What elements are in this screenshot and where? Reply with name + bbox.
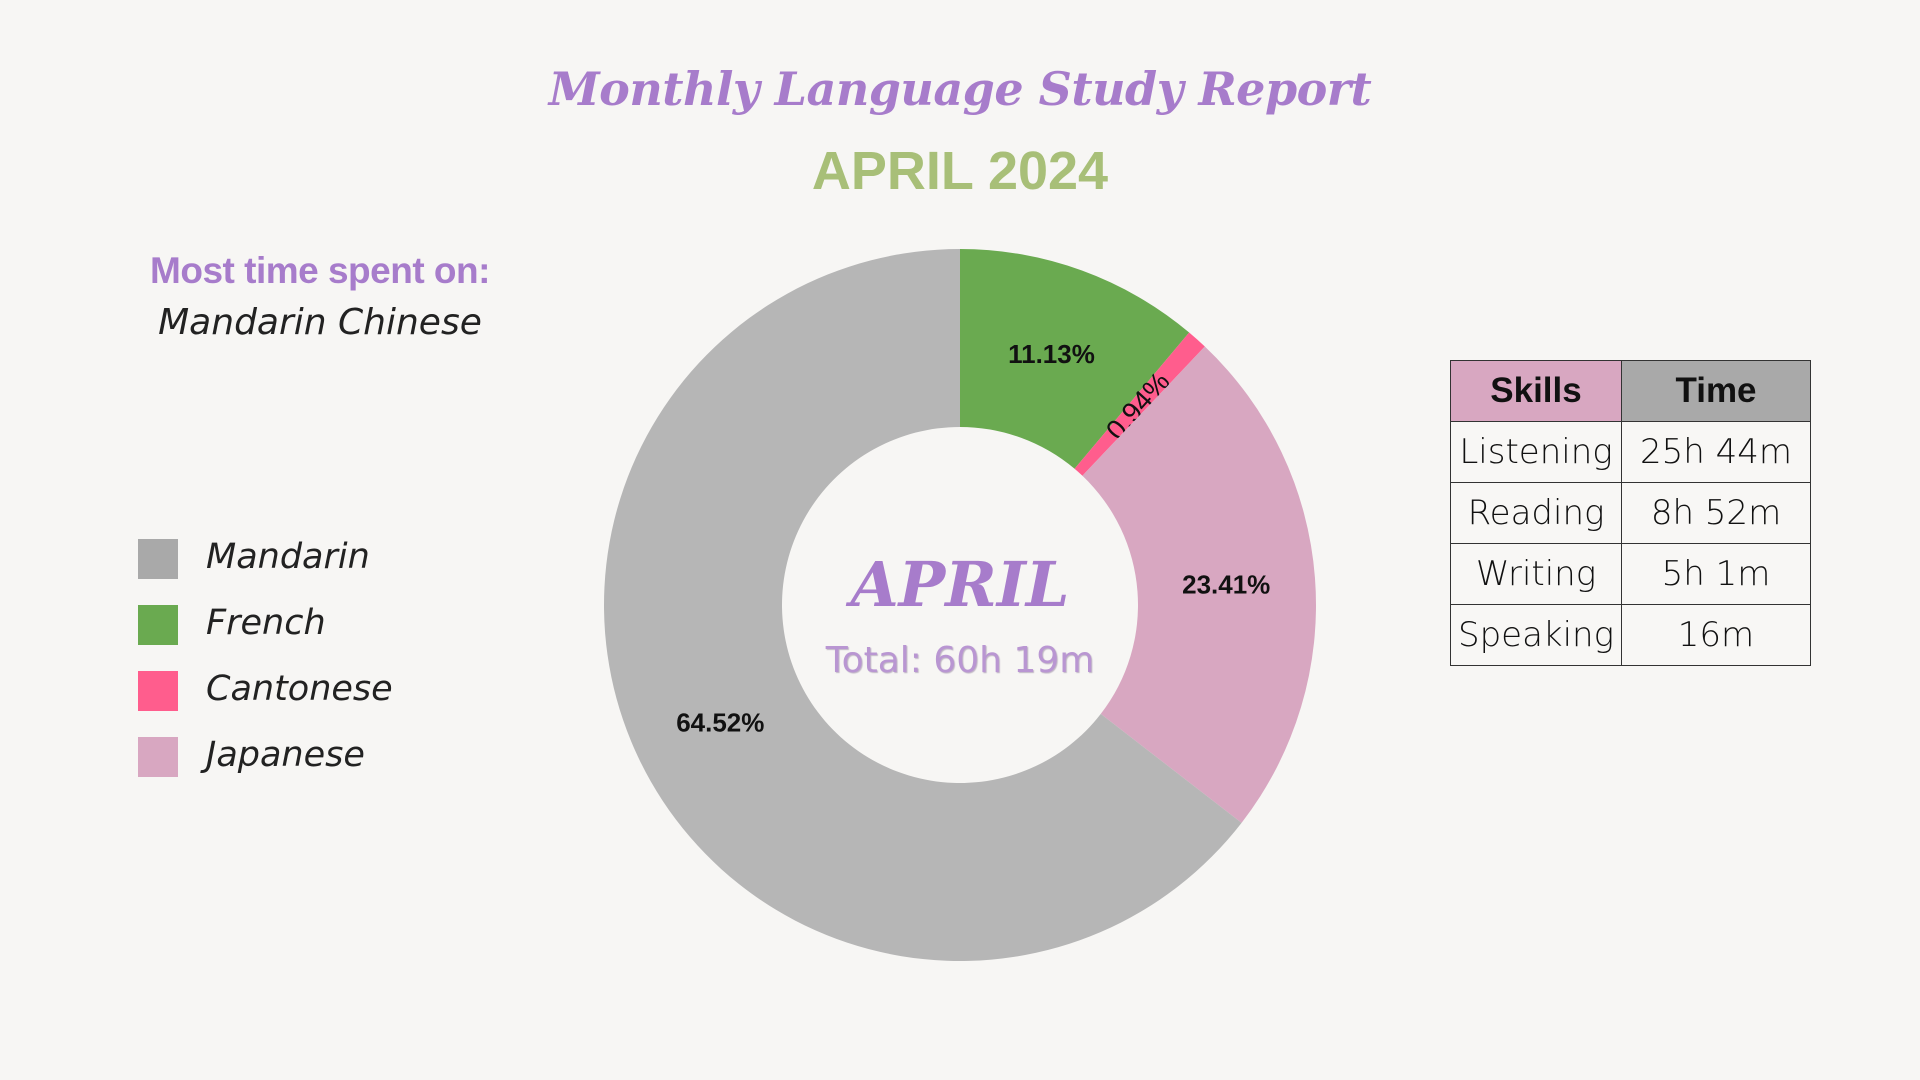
legend-swatch-cantonese [138,671,178,711]
legend-label-french: French [206,603,326,643]
table-row: Reading 8h 52m [1450,482,1811,544]
skill-time-cell: 5h 1m [1621,543,1811,605]
slice-label-french: 11.13% [1008,339,1095,369]
skill-name-cell: Reading [1450,482,1622,544]
donut-slice-cantonese [1074,332,1205,476]
legend-item-japanese: Japanese [138,733,458,799]
report-title: Monthly Language Study Report [548,62,1372,116]
donut-slice-mandarin [604,249,1242,961]
skill-time-cell: 16m [1621,604,1811,666]
most-time-value: Mandarin Chinese [158,302,482,343]
legend-item-french: French [138,601,458,667]
legend-label-cantonese: Cantonese [206,669,393,709]
skill-name-cell: Listening [1450,421,1622,483]
donut-center-total: Total: 60h 19m [825,640,1095,681]
donut-slice-japanese [1082,346,1317,823]
donut-slice-french [960,249,1190,469]
report-subtitle: APRIL 2024 [811,141,1109,201]
table-row: Listening 25h 44m [1450,421,1811,483]
legend-swatch-mandarin [138,539,178,579]
time-header: Time [1621,360,1811,422]
legend-label-mandarin: Mandarin [206,537,370,577]
table-row: Writing 5h 1m [1450,543,1811,605]
skill-time-cell: 25h 44m [1621,421,1811,483]
legend-swatch-french [138,605,178,645]
legend-item-cantonese: Cantonese [138,667,458,733]
skill-name-cell: Writing [1450,543,1622,605]
skills-table-header-row: Skills Time [1450,360,1811,422]
most-time-label: Most time spent on: [150,250,490,291]
skills-table: Skills Time Listening 25h 44m Reading 8h… [1450,360,1811,666]
legend-swatch-japanese [138,737,178,777]
legend-label-japanese: Japanese [206,735,365,775]
slice-label-mandarin: 64.52% [676,708,764,738]
skill-name-cell: Speaking [1450,604,1622,666]
legend-item-mandarin: Mandarin [138,535,458,601]
table-row: Speaking 16m [1450,604,1811,666]
chart-legend: Mandarin French Cantonese Japanese [138,535,458,799]
skills-header: Skills [1450,360,1622,422]
slice-label-japanese: 23.41% [1182,569,1270,599]
donut-center-title: APRIL [850,548,1070,621]
skill-time-cell: 8h 52m [1621,482,1811,544]
